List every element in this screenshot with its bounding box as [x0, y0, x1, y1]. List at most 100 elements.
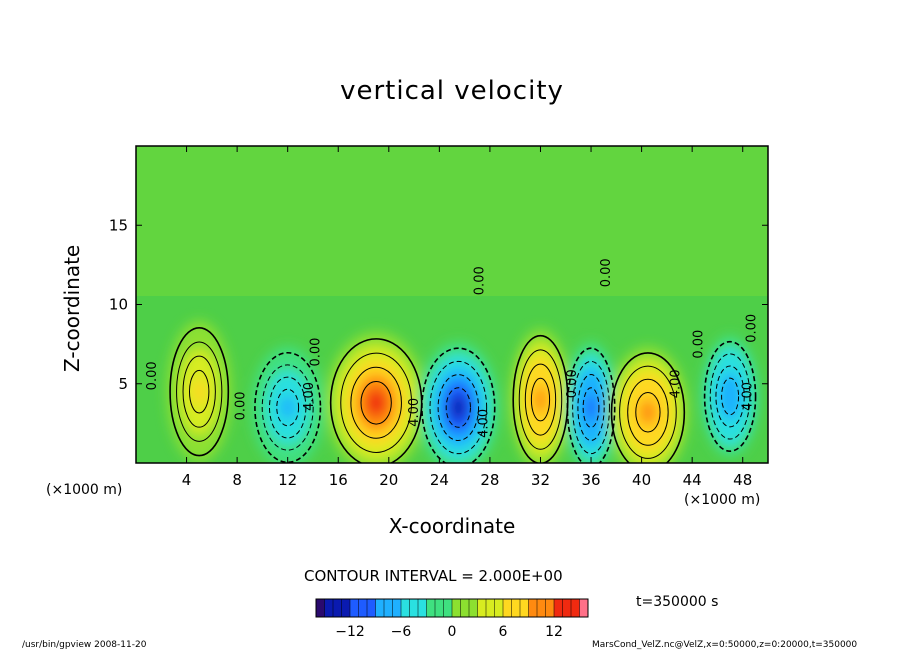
contour-line: [188, 369, 210, 414]
velocity-cell: [534, 385, 547, 414]
contour-labels: 0.00 0.00 4.00 0.00 4.00 0.00 4.00 0.00 0.00 4.00…: [145, 258, 759, 438]
colorbar-band: [579, 599, 589, 617]
colorbar-band: [486, 599, 495, 617]
colorbar-band: [324, 599, 334, 617]
contour-label: 0.00: [473, 266, 488, 295]
contour-label: 0.00: [145, 361, 160, 390]
x-tick-label: 36: [581, 471, 600, 489]
x-tick-label: 32: [531, 471, 550, 489]
x-tick-label: 16: [329, 471, 348, 489]
contour-label: 4.00: [476, 409, 491, 438]
colorbar-band: [460, 599, 470, 617]
colorbar-band: [494, 599, 504, 617]
y-ticks: 5 10 15: [109, 216, 768, 393]
velocity-cell: [639, 399, 657, 426]
footer-right-text: MarsCond_VelZ.nc@VelZ,x=0:50000,z=0:2000…: [592, 640, 858, 650]
colorbar-frame: [315, 598, 589, 618]
x-tick-label: 12: [278, 471, 297, 489]
contour-label: 0.00: [744, 314, 759, 343]
contour-label: 4.00: [302, 382, 317, 411]
contour-line: [518, 349, 563, 450]
upper-field: [136, 146, 768, 296]
colorbar-band: [316, 599, 325, 617]
time-label: t=350000 s: [636, 594, 719, 610]
contour-line: [709, 353, 751, 440]
y-tick-label: 15: [109, 216, 128, 234]
velocity-cell: [192, 377, 206, 406]
colorbar-band: [358, 599, 368, 617]
contour-line: [577, 374, 605, 441]
colorbar-band: [418, 599, 427, 617]
x-unit-label-right: (×1000 m): [684, 492, 761, 508]
colorbar-tick-label: 6: [499, 624, 508, 640]
contour-label: 4.00: [407, 398, 422, 427]
colorbar-band: [477, 599, 487, 617]
contour-line: [721, 377, 740, 416]
x-axis-label: X-coordinate: [388, 514, 516, 538]
colorbar-band: [511, 599, 521, 617]
colorbar-band: [435, 599, 444, 617]
y-tick-label: 5: [118, 375, 128, 393]
colorbar-band: [537, 599, 546, 617]
contour-line: [437, 374, 480, 441]
velocity-cell: [724, 384, 736, 409]
contour-line: [627, 378, 669, 446]
colorbar-band: [469, 599, 478, 617]
x-unit-label-left: (×1000 m): [46, 482, 123, 498]
colorbar-tick-label: 12: [545, 624, 563, 640]
colorbar-band: [571, 599, 580, 617]
colorbar-band: [409, 599, 419, 617]
x-tick-label: 40: [632, 471, 651, 489]
contour-line: [254, 351, 322, 463]
colorbar-band: [528, 599, 538, 617]
velocity-cell: [450, 394, 467, 421]
contour-label: 0.00: [308, 338, 323, 367]
x-tick-label: 20: [379, 471, 398, 489]
contour-line: [524, 363, 557, 436]
colorbar-band: [367, 599, 376, 617]
contour-label: 0.00: [565, 369, 580, 398]
contour-line: [261, 364, 314, 451]
colorbar: −12 −6 0 6 12: [315, 598, 589, 640]
colorbar-band: [333, 599, 342, 617]
x-tick-label: 24: [430, 471, 449, 489]
contour-line: [350, 366, 402, 439]
plot-area: [135, 145, 769, 464]
contour-line: [619, 365, 677, 459]
colorbar-band: [401, 599, 410, 617]
contour-line: [182, 355, 216, 428]
contour-label: 0.00: [691, 330, 706, 359]
contour-line: [329, 338, 423, 463]
velocity-cell: [366, 388, 387, 417]
velocity-cell: [280, 395, 295, 420]
contour-line: [421, 347, 496, 463]
contour-line: [582, 387, 600, 428]
contour-label: 4.00: [669, 369, 684, 398]
x-tick-label: 4: [182, 471, 192, 489]
colorbar-band: [350, 599, 359, 617]
contour-line: [429, 360, 488, 455]
colorbar-tick-label: −6: [391, 624, 412, 640]
colorbar-band: [562, 599, 572, 617]
colorbar-tick-label: 0: [448, 624, 457, 640]
contour-line: [610, 352, 686, 463]
x-tick-label: 28: [480, 471, 499, 489]
velocity-cell: [585, 394, 597, 421]
colorbar-band: [554, 599, 563, 617]
contour-line: [276, 388, 300, 427]
colorbar-band: [375, 599, 385, 617]
contour-line: [572, 360, 610, 455]
colorbar-band: [384, 599, 393, 617]
colorbar-band: [503, 599, 512, 617]
colorbar-band: [392, 599, 402, 617]
x-tick-label: 44: [683, 471, 702, 489]
footer-left-text: /usr/bin/gpview 2008-11-20: [22, 640, 147, 650]
colorbar-band: [520, 599, 529, 617]
contour-label: 0.00: [234, 391, 249, 420]
chart-title: vertical velocity: [340, 76, 564, 106]
contour-line: [635, 391, 661, 433]
contour-line: [176, 341, 223, 442]
colorbar-band: [443, 599, 453, 617]
colorbar-band: [426, 599, 436, 617]
contour-label: 0.00: [599, 258, 614, 287]
